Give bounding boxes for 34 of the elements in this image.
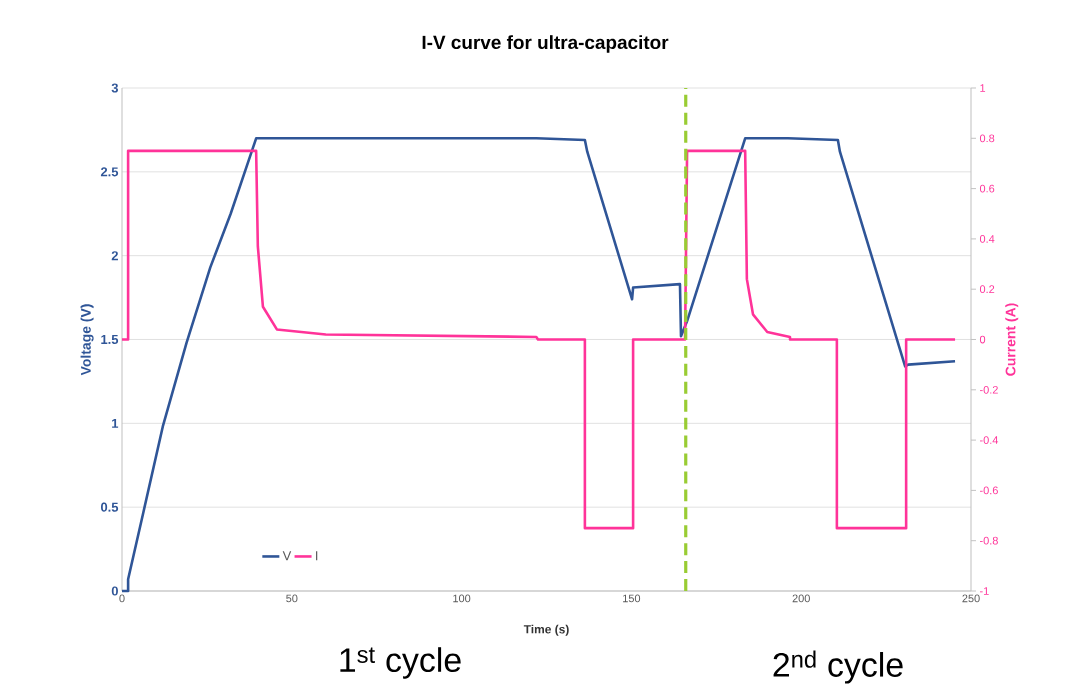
y2-tick-label: -1	[979, 587, 989, 595]
y2-tick-label: -0.2	[979, 385, 998, 394]
y-tick-label: 1.5	[101, 334, 119, 345]
y2-tick-label: 0	[979, 335, 986, 344]
x-tick-label: 0	[119, 594, 125, 603]
y2-tick-label: -0.4	[979, 436, 999, 444]
y-tick-label: 2.5	[100, 167, 119, 177]
x-tick-label: 200	[792, 594, 810, 603]
y2-tick-label: 0.2	[979, 285, 995, 294]
x-axis-title: Time (s)	[523, 624, 569, 636]
y2-axis-title: Current (A)	[1005, 303, 1019, 376]
y2-tick-label: -0.8	[979, 536, 998, 545]
x-tick-label: 50	[286, 594, 298, 603]
x-tick-label: 100	[453, 594, 471, 603]
y2-tick-label: -0.6	[979, 486, 998, 495]
y-tick-label: 2	[111, 251, 118, 261]
y2-tick-label: 0.8	[979, 134, 995, 143]
y-tick-label: 3	[111, 83, 119, 93]
legend-label: I	[316, 551, 318, 561]
y-tick-label: 1	[112, 418, 119, 428]
x-tick-label: 150	[623, 594, 641, 603]
legend-label: V	[282, 551, 292, 561]
text: 1$^{st}$ cycle	[340, 647, 461, 679]
text: 2$^{nd}$ cycle	[773, 650, 903, 684]
chart-title: I-V curve for ultra-capacitor	[422, 35, 669, 53]
y-axis-title: Voltage (V)	[80, 304, 94, 376]
y-tick-label: 0.5	[100, 502, 119, 512]
line-series	[120, 136, 957, 593]
y2-tick-label: 0.4	[979, 235, 995, 243]
y2-tick-label: 1	[980, 84, 986, 92]
y-tick-label: 0	[111, 586, 118, 596]
line-series	[120, 149, 957, 530]
y2-tick-label: 0.6	[979, 184, 995, 193]
x-tick-label: 250	[962, 594, 980, 603]
